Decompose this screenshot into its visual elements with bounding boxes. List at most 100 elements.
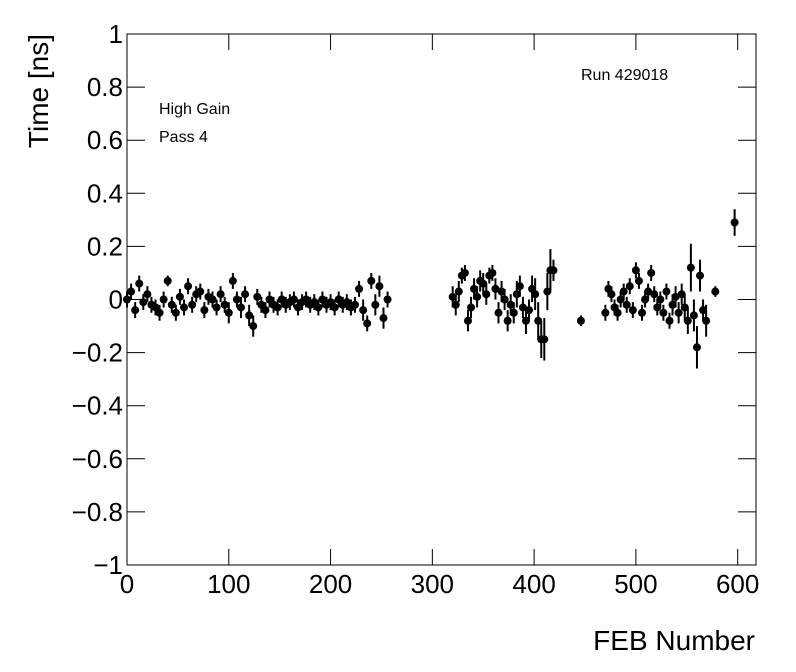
data-point bbox=[216, 290, 225, 299]
data-point bbox=[314, 303, 323, 312]
data-point bbox=[601, 308, 610, 317]
data-point bbox=[451, 300, 460, 309]
x-axis-title: FEB Number bbox=[593, 625, 755, 656]
data-point bbox=[249, 322, 258, 331]
data-point bbox=[188, 300, 197, 309]
data-point bbox=[671, 292, 680, 301]
data-point bbox=[512, 290, 521, 299]
data-point bbox=[379, 314, 388, 323]
y-tick-label: 0.6 bbox=[87, 125, 123, 155]
data-point bbox=[525, 306, 534, 315]
data-point bbox=[479, 279, 488, 288]
data-point bbox=[534, 316, 543, 325]
data-point bbox=[200, 306, 209, 315]
data-point bbox=[289, 295, 298, 304]
data-point bbox=[330, 303, 339, 312]
data-point bbox=[613, 308, 622, 317]
data-point bbox=[702, 316, 711, 325]
data-point bbox=[163, 276, 172, 285]
data-point bbox=[253, 292, 262, 301]
y-tick-label: 0.8 bbox=[87, 72, 123, 102]
pass-label: Pass 4 bbox=[159, 129, 208, 146]
data-point bbox=[631, 266, 640, 275]
x-tick-label: 100 bbox=[207, 569, 250, 599]
data-point bbox=[659, 308, 668, 317]
data-point bbox=[363, 319, 372, 328]
data-point bbox=[359, 306, 368, 315]
data-point bbox=[503, 316, 512, 325]
data-point bbox=[616, 295, 625, 304]
data-point bbox=[540, 335, 549, 344]
data-point bbox=[674, 308, 683, 317]
data-point bbox=[491, 284, 500, 293]
data-point bbox=[494, 308, 503, 317]
data-point bbox=[668, 300, 677, 309]
data-point bbox=[228, 276, 237, 285]
data-point bbox=[208, 295, 217, 304]
data-point bbox=[680, 303, 689, 312]
data-point bbox=[460, 268, 469, 277]
data-point bbox=[488, 268, 497, 277]
data-point bbox=[371, 300, 380, 309]
data-point bbox=[686, 263, 695, 272]
data-point bbox=[184, 282, 193, 291]
y-tick-label: 0.4 bbox=[87, 178, 123, 208]
data-point bbox=[143, 290, 152, 299]
data-point bbox=[607, 290, 616, 299]
data-point bbox=[644, 287, 653, 296]
data-point bbox=[448, 292, 457, 301]
y-tick-label: −0.2 bbox=[72, 338, 123, 368]
data-point bbox=[650, 290, 659, 299]
data-point bbox=[171, 308, 180, 317]
data-point bbox=[662, 287, 671, 296]
data-point bbox=[665, 316, 674, 325]
data-point bbox=[220, 300, 229, 309]
y-tick-label: −0.4 bbox=[72, 391, 123, 421]
data-point bbox=[576, 316, 585, 325]
data-point bbox=[683, 316, 692, 325]
x-tick-label: 0 bbox=[120, 569, 134, 599]
data-point bbox=[515, 282, 524, 291]
data-point bbox=[139, 298, 148, 307]
data-point bbox=[467, 303, 476, 312]
gain-label: High Gain bbox=[159, 101, 230, 118]
x-tick-label: 300 bbox=[411, 569, 454, 599]
data-point bbox=[123, 295, 131, 304]
data-point bbox=[155, 308, 164, 317]
data-point bbox=[497, 287, 506, 296]
data-point bbox=[638, 308, 647, 317]
data-point bbox=[167, 300, 176, 309]
data-point bbox=[470, 284, 479, 293]
data-point bbox=[473, 292, 482, 301]
data-point bbox=[634, 276, 643, 285]
data-point bbox=[699, 306, 708, 315]
data-point bbox=[375, 282, 384, 291]
data-point bbox=[521, 316, 530, 325]
y-tick-label: 0 bbox=[109, 285, 123, 315]
data-point bbox=[127, 287, 136, 296]
data-point bbox=[518, 303, 527, 312]
data-point bbox=[245, 311, 254, 320]
data-point bbox=[730, 218, 739, 227]
data-point bbox=[500, 295, 509, 304]
data-point bbox=[463, 316, 472, 325]
data-point bbox=[350, 300, 359, 309]
data-point bbox=[196, 287, 205, 296]
data-point bbox=[549, 266, 558, 275]
y-tick-label: −1 bbox=[93, 550, 123, 580]
data-point bbox=[509, 308, 518, 317]
data-point bbox=[131, 306, 140, 315]
data-point bbox=[628, 306, 637, 315]
y-tick-label: 1 bbox=[109, 19, 123, 49]
data-point bbox=[641, 295, 650, 304]
data-point bbox=[543, 287, 552, 296]
y-tick-label: −0.6 bbox=[72, 444, 123, 474]
run-label: Run 429018 bbox=[581, 67, 668, 84]
data-point bbox=[677, 290, 686, 299]
data-point bbox=[273, 303, 282, 312]
data-point bbox=[711, 287, 720, 296]
data-point bbox=[482, 290, 491, 299]
data-point bbox=[236, 303, 245, 312]
data-point bbox=[531, 290, 540, 299]
